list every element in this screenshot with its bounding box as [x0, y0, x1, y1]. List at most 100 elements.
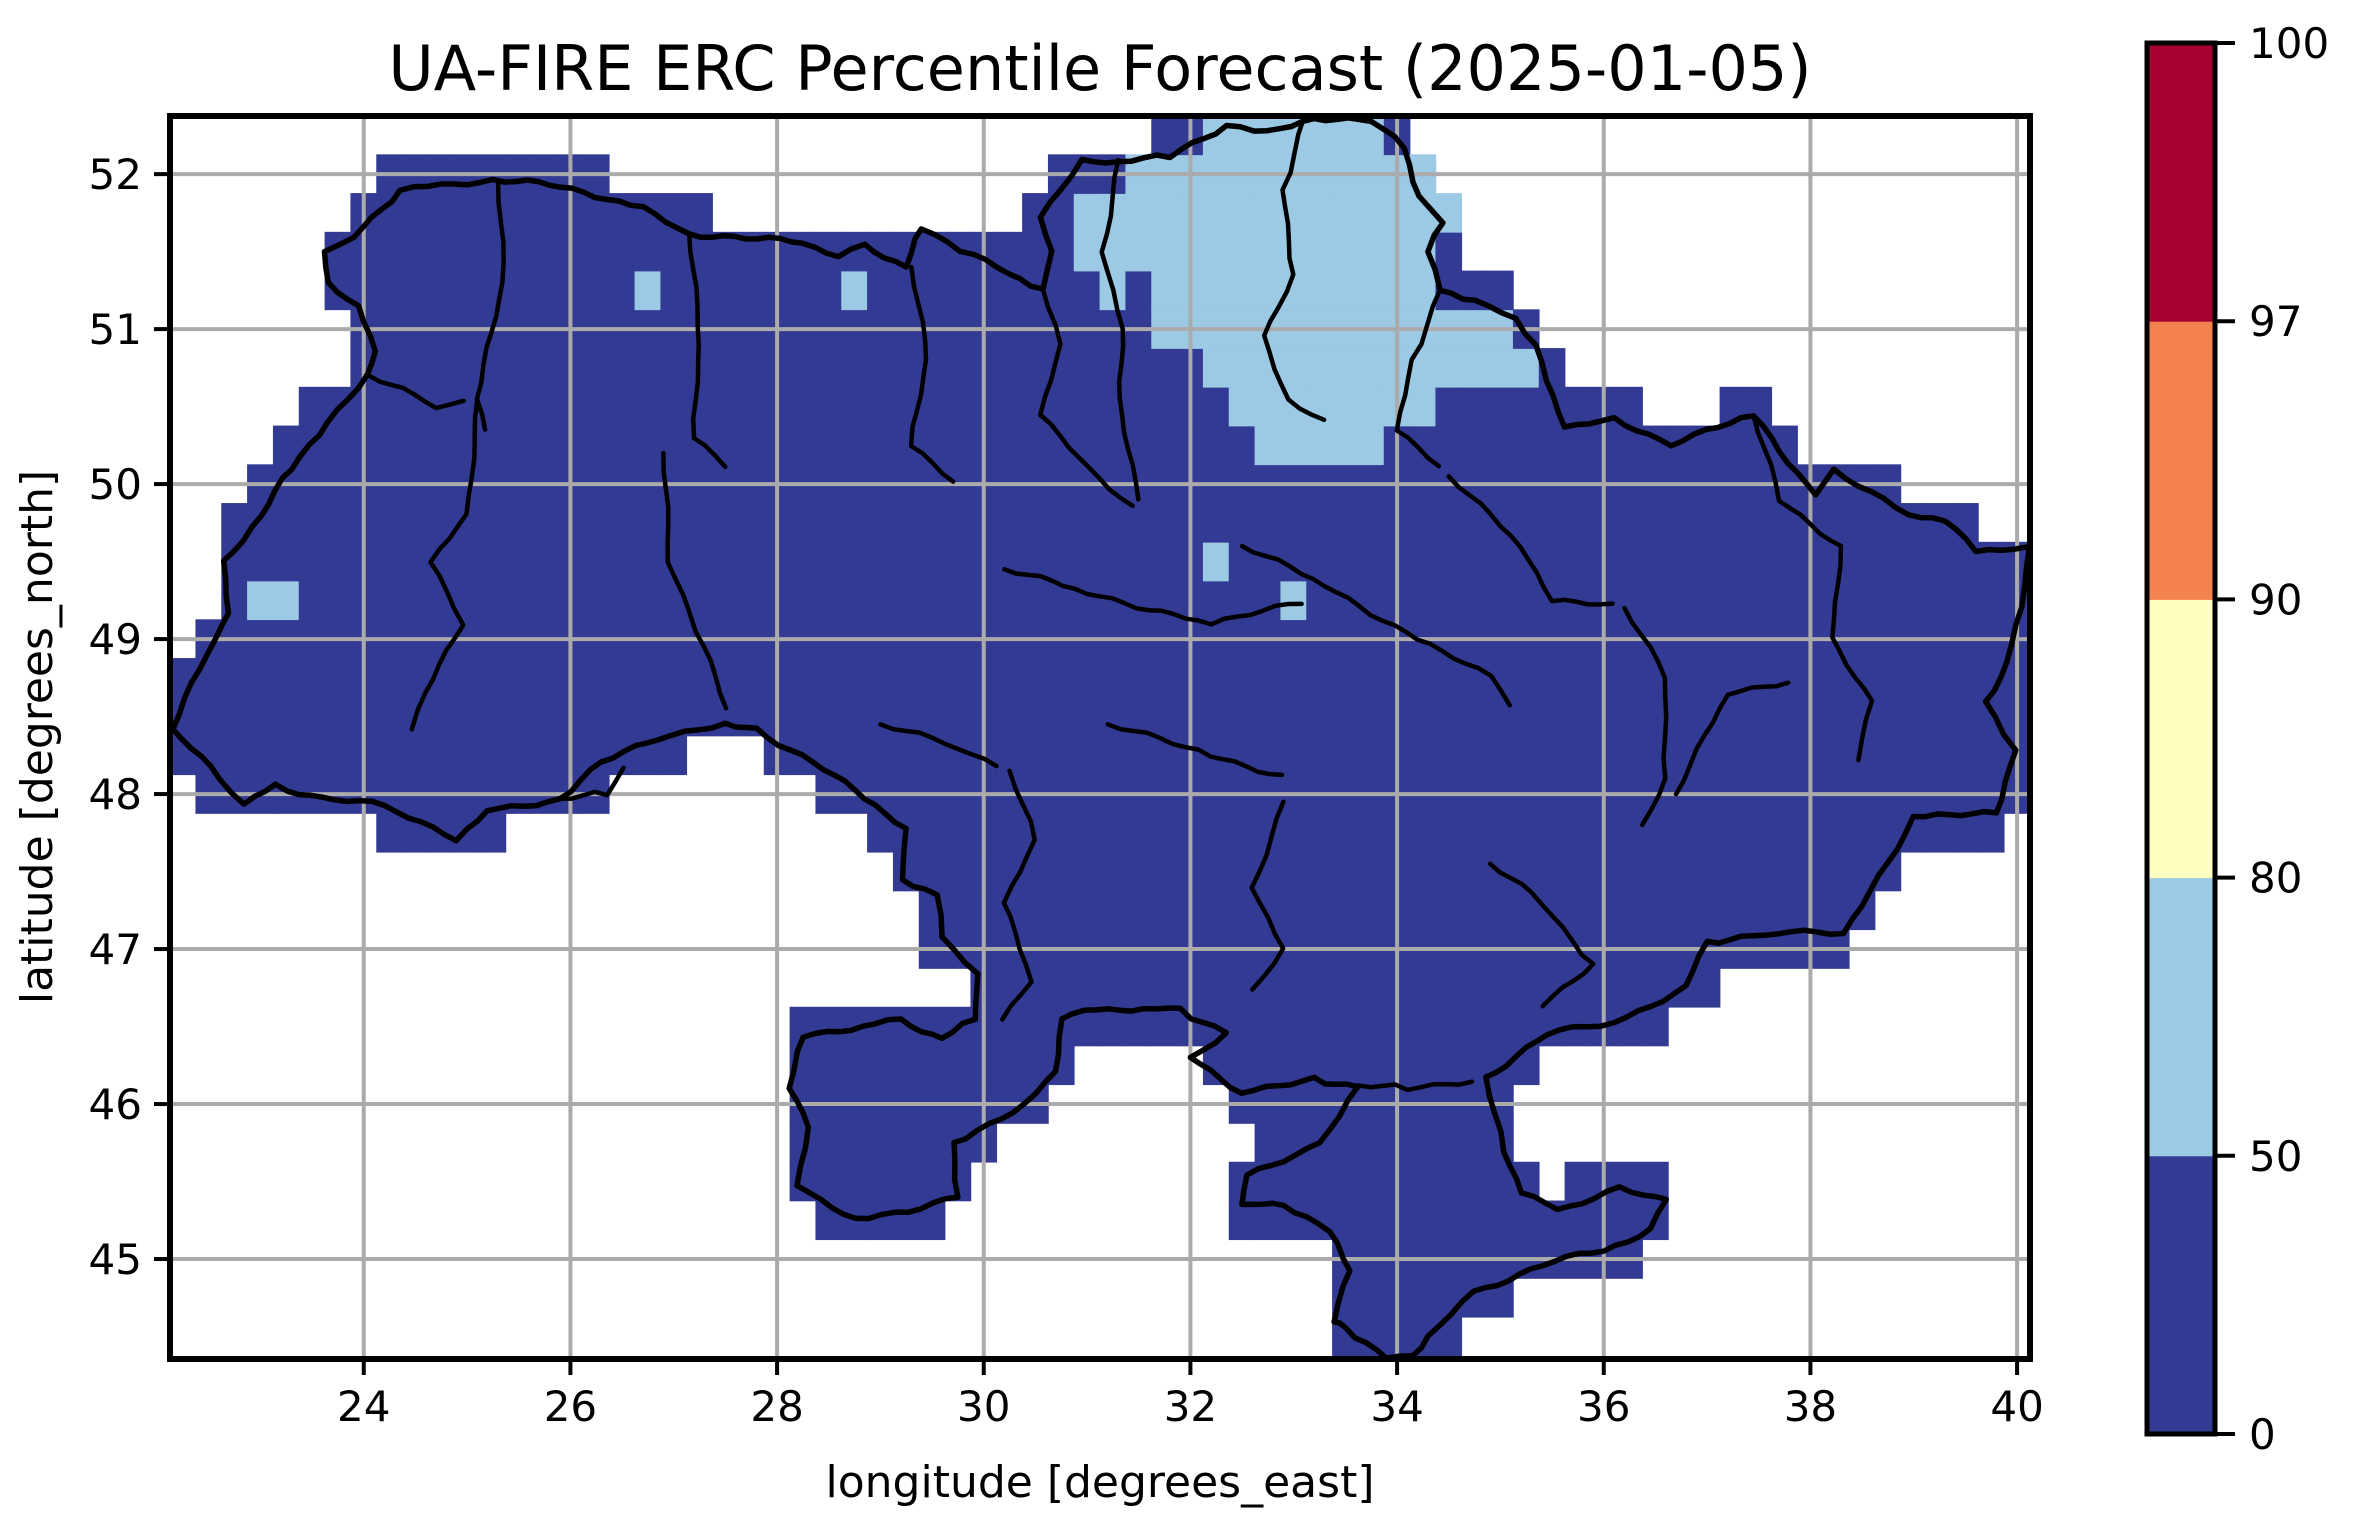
data-cell	[582, 580, 610, 621]
data-cell	[1874, 658, 1902, 698]
data-cell	[892, 541, 920, 582]
data-cell	[1357, 386, 1385, 427]
data-cell	[1512, 696, 1540, 737]
data-cell	[1228, 890, 1256, 931]
data-cell	[918, 270, 946, 311]
data-cell	[1125, 503, 1153, 543]
data-cell	[815, 658, 843, 698]
data-cell	[1409, 386, 1437, 427]
data-cell	[427, 696, 455, 737]
data-cell	[841, 1045, 868, 1086]
data-cell	[1435, 1161, 1463, 1202]
data-cell	[324, 735, 352, 776]
region-border	[1446, 474, 1615, 607]
data-cell	[1202, 541, 1230, 582]
colorbar-segment	[2147, 43, 2215, 322]
region-border	[1002, 567, 1304, 627]
data-cell	[1151, 270, 1178, 311]
data-cell	[531, 231, 558, 272]
data-cell	[841, 425, 868, 466]
data-cell	[1512, 658, 1540, 698]
data-cell	[1357, 1123, 1385, 1163]
data-cell	[918, 696, 946, 737]
data-cell	[1254, 116, 1282, 156]
data-cell	[453, 193, 481, 233]
data-cell	[1073, 735, 1101, 776]
data-cell	[867, 658, 894, 698]
data-cell	[1254, 735, 1282, 776]
data-cell	[815, 541, 843, 582]
data-cell	[1512, 425, 1540, 466]
data-cell	[1461, 580, 1488, 621]
data-cell	[1409, 503, 1437, 543]
x-tick-label: 30	[957, 1382, 1010, 1431]
data-cell	[1280, 658, 1308, 698]
data-cell	[1022, 348, 1049, 388]
data-cell	[1977, 735, 2005, 776]
data-cell	[892, 1161, 920, 1202]
data-cell	[1616, 735, 1643, 776]
data-cell	[427, 735, 455, 776]
data-cell	[867, 270, 894, 311]
data-cell	[634, 658, 662, 698]
data-cell	[376, 735, 403, 776]
data-cell	[221, 696, 248, 737]
data-cell	[1616, 851, 1643, 892]
data-cell	[1667, 580, 1695, 621]
data-cell	[867, 735, 894, 776]
data-cell	[1047, 890, 1075, 931]
data-cell	[1435, 890, 1463, 931]
data-cell	[944, 386, 972, 427]
data-cell	[1461, 541, 1488, 582]
data-cell	[298, 658, 326, 698]
data-cell	[1926, 541, 1953, 582]
data-cell	[1306, 1161, 1333, 1202]
data-cell	[376, 580, 403, 621]
data-cell	[1952, 735, 1979, 776]
data-cell	[737, 386, 765, 427]
data-cell	[1616, 968, 1643, 1008]
data-cell	[1254, 231, 1282, 272]
data-cell	[1099, 541, 1127, 582]
data-cell	[453, 541, 481, 582]
data-cell	[479, 580, 507, 621]
data-cell	[1099, 968, 1127, 1008]
data-cell	[272, 503, 300, 543]
data-cell	[815, 1123, 843, 1163]
data-cell	[324, 658, 352, 698]
data-cell	[1616, 696, 1643, 737]
data-cell	[1202, 580, 1230, 621]
data-cell	[996, 503, 1023, 543]
data-cell	[1435, 386, 1463, 427]
data-cell	[1125, 658, 1153, 698]
region-border	[366, 373, 466, 411]
data-cell	[582, 541, 610, 582]
data-cell	[867, 1123, 894, 1163]
data-cell	[789, 348, 817, 388]
data-cell	[1719, 851, 1747, 892]
data-cell	[247, 735, 274, 776]
region-border	[1239, 543, 1513, 708]
data-cell	[531, 193, 558, 233]
data-cell	[1409, 696, 1437, 737]
data-cell	[505, 425, 533, 466]
region-border	[908, 264, 956, 484]
data-cell	[815, 425, 843, 466]
data-cell	[686, 193, 713, 233]
data-cell	[531, 541, 558, 582]
data-cell	[634, 425, 662, 466]
data-cell	[1357, 696, 1385, 737]
data-cell	[1099, 851, 1127, 892]
data-cell	[1900, 580, 1928, 621]
data-cell	[1409, 1006, 1437, 1047]
data-cell	[1616, 813, 1643, 853]
gridlines-layer	[170, 116, 2030, 1359]
data-cell	[712, 541, 739, 582]
data-cell	[1202, 425, 1230, 466]
data-cell	[1357, 270, 1385, 311]
data-cell	[505, 696, 533, 737]
data-cell	[1745, 813, 1773, 853]
y-tick-label: 46	[89, 1080, 142, 1129]
data-cell	[247, 541, 274, 582]
data-cell	[1926, 735, 1953, 776]
